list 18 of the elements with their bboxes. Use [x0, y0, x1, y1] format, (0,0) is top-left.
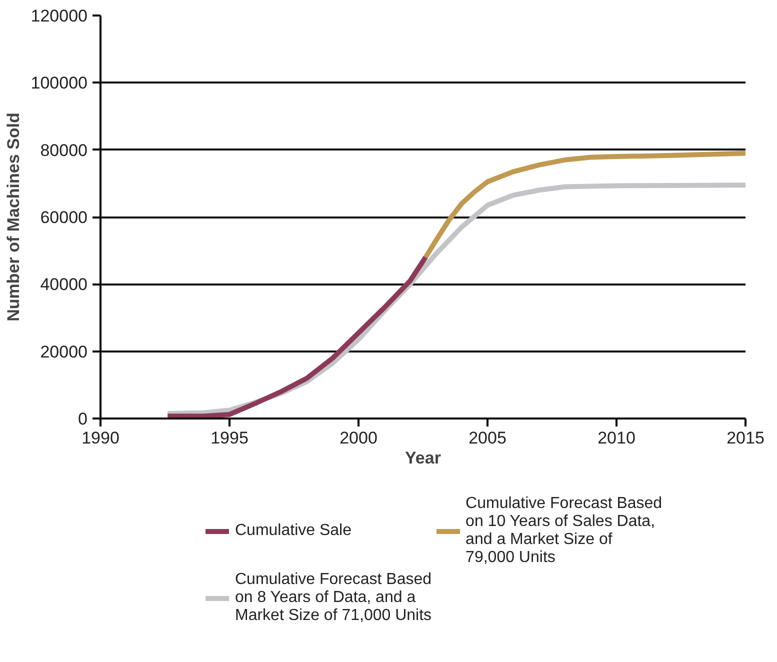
y-tick-label: 100000	[30, 74, 88, 93]
x-tick-label: 2005	[468, 428, 506, 448]
x-tick-label: 1990	[82, 428, 120, 448]
y-tick-label: 80000	[40, 140, 88, 160]
y-tick-label: 40000	[40, 275, 88, 294]
y-tick-label: 120000	[30, 6, 88, 26]
y-axis-title: Number of Machines Sold	[4, 112, 23, 322]
x-axis-title: Year	[405, 448, 442, 468]
legend-label: Cumulative Sale	[235, 522, 352, 540]
legend-label: Cumulative Forecast Based on 10 Years of Sales Data, and a Market Size of 79,000 Units	[466, 495, 662, 567]
x-tick-label: 2010	[598, 428, 636, 448]
y-tick-label: 60000	[40, 208, 88, 227]
y-tick-label: 0	[78, 410, 88, 428]
legend-label: Cumulative Forecast Based on 8 Years of Data, and a Market Size of 71,000 Units	[235, 571, 432, 625]
x-tick-label: 2015	[726, 428, 764, 448]
x-tick-label: 2000	[340, 428, 378, 448]
x-tick-label: 1995	[210, 428, 248, 448]
y-tick-label: 20000	[40, 342, 88, 362]
